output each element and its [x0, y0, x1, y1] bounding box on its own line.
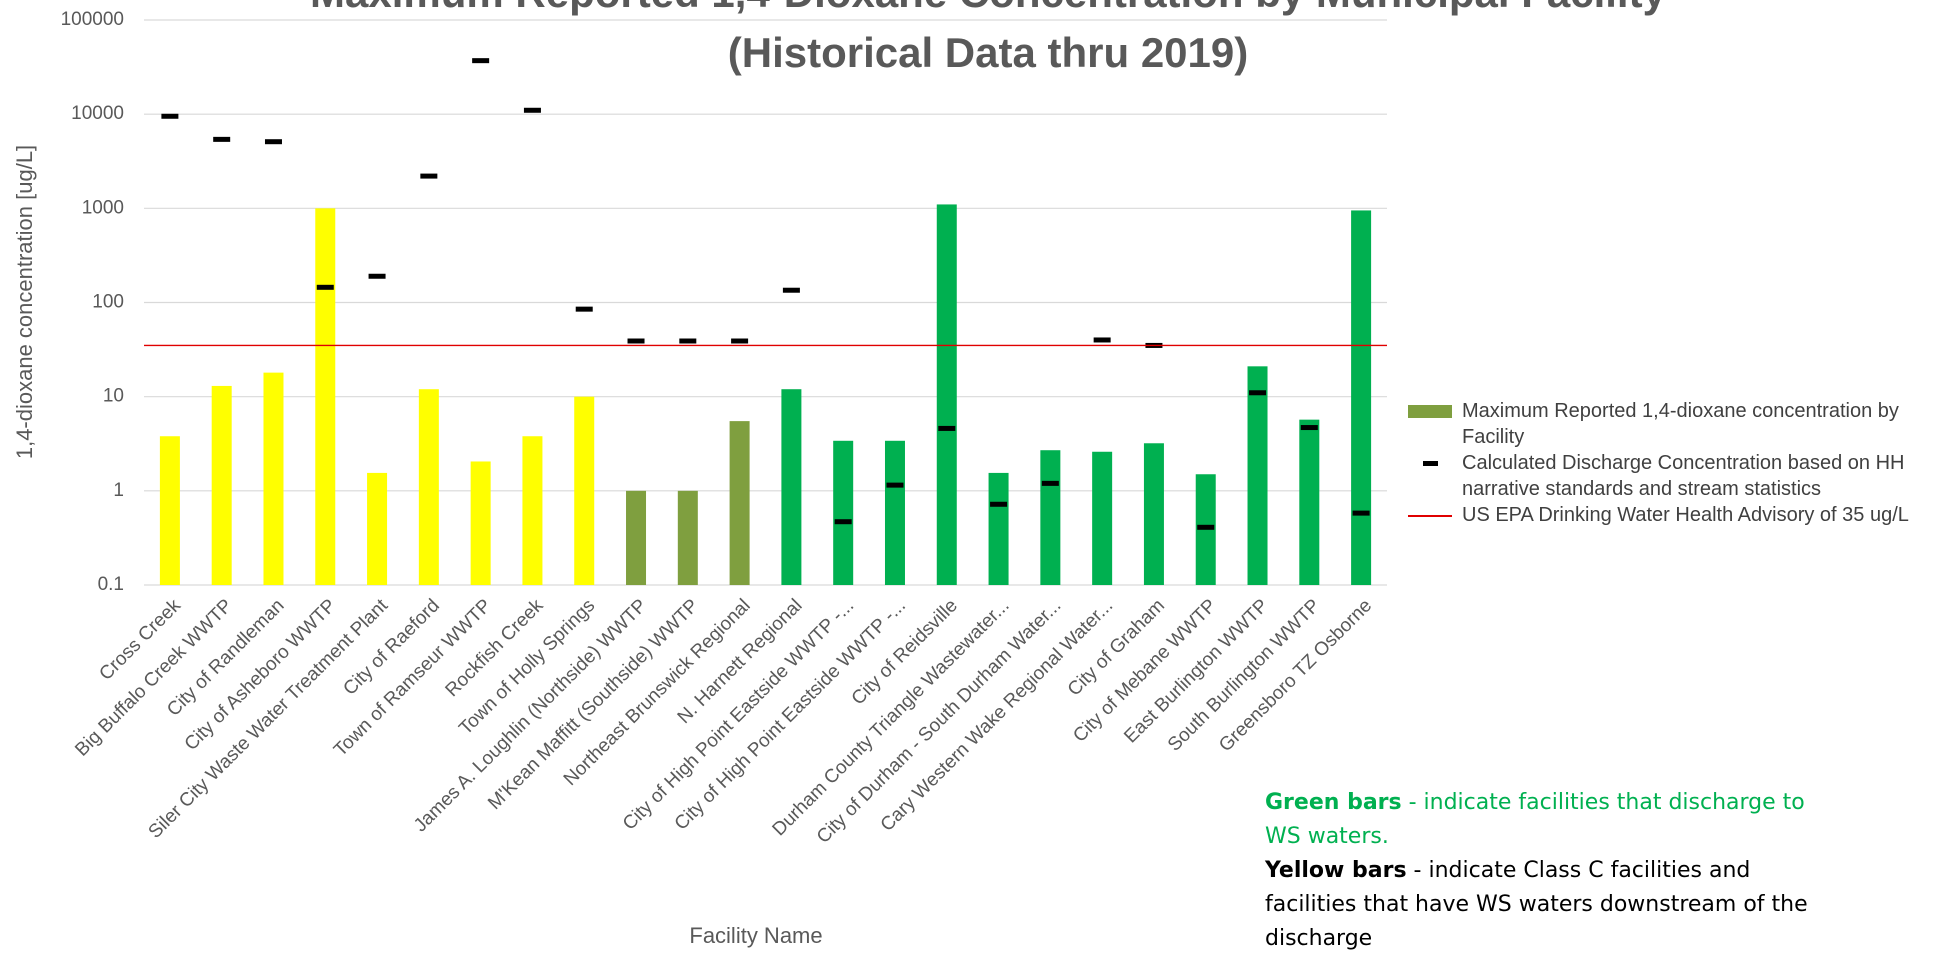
annotation: Green bars - indicate facilities that di… — [1265, 786, 1825, 854]
dash-marker — [1352, 510, 1370, 516]
dash-marker — [886, 482, 904, 488]
bar — [367, 472, 388, 585]
bar — [1040, 450, 1061, 585]
dash-marker — [523, 107, 541, 113]
dash-marker — [1093, 337, 1111, 343]
dash-marker — [834, 519, 852, 525]
dash-marker — [161, 113, 179, 119]
bar — [1247, 366, 1268, 585]
dash-marker — [782, 287, 800, 293]
dash-marker — [420, 173, 438, 179]
legend-item: Maximum Reported 1,4-dioxane concentrati… — [1406, 398, 1956, 450]
legend-symbol — [1408, 405, 1452, 418]
y-tick-label: 1 — [113, 480, 124, 501]
legend-item: US EPA Drinking Water Health Advisory of… — [1406, 502, 1956, 528]
bar — [781, 389, 802, 585]
dash-marker — [316, 284, 334, 290]
bar — [833, 440, 854, 585]
dash-marker — [627, 338, 645, 344]
y-tick-label: 100000 — [61, 9, 124, 30]
annotation-text: - indicate facilities that discharge to … — [1265, 790, 1805, 849]
dash-marker — [990, 501, 1008, 507]
chart-title: Maximum Reported 1,4-Dioxane Concentrati… — [310, 0, 1667, 16]
dash-marker — [472, 58, 490, 64]
y-tick-label: 0.1 — [98, 574, 124, 595]
bar — [470, 461, 491, 585]
dash-marker — [1249, 390, 1267, 396]
dash-marker — [938, 425, 956, 431]
legend: Maximum Reported 1,4-dioxane concentrati… — [1406, 398, 1956, 528]
bar — [988, 472, 1009, 585]
annotation-bold: Green bars — [1265, 790, 1402, 815]
legend-item: Calculated Discharge Concentration based… — [1406, 450, 1956, 502]
x-tick-label: Siler City Waste Water Treatment Plant — [145, 595, 393, 843]
dash-marker — [264, 139, 282, 145]
legend-symbol — [1423, 461, 1438, 466]
y-tick-label: 10000 — [71, 103, 124, 124]
bar — [211, 385, 232, 585]
legend-symbol — [1408, 515, 1452, 517]
bar — [159, 436, 180, 585]
annotation-bold: Yellow bars — [1265, 858, 1407, 883]
bar — [263, 372, 284, 585]
bar — [1351, 210, 1372, 585]
bar — [315, 208, 336, 586]
annotations: Green bars - indicate facilities that di… — [1265, 786, 1825, 956]
x-axis-title: Facility Name — [689, 923, 822, 948]
x-tick-label: Northeast Brunswick Regional — [560, 595, 755, 790]
dash-marker — [731, 338, 749, 344]
dash-marker — [1197, 524, 1215, 530]
bar — [418, 389, 439, 585]
bar — [522, 436, 543, 585]
chart-subtitle: (Historical Data thru 2019) — [728, 29, 1249, 76]
bar — [884, 440, 905, 585]
x-tick-label: City of Durham - South Durham Water... — [813, 595, 1066, 848]
dash-marker — [575, 306, 593, 312]
bar — [677, 490, 698, 585]
bar — [1092, 451, 1113, 585]
y-tick-label: 1000 — [82, 197, 124, 218]
legend-swatch — [1406, 398, 1456, 424]
legend-label: Calculated Discharge Concentration based… — [1462, 452, 1905, 500]
y-tick-label: 100 — [92, 292, 124, 313]
annotation: Yellow bars - indicate Class C facilitie… — [1265, 854, 1825, 956]
bar — [574, 396, 595, 585]
dash-marker — [679, 338, 697, 344]
legend-label: US EPA Drinking Water Health Advisory of… — [1462, 504, 1909, 526]
bar — [626, 490, 647, 585]
bar — [729, 421, 750, 585]
legend-label: Maximum Reported 1,4-dioxane concentrati… — [1462, 400, 1899, 448]
dash-marker — [1300, 425, 1318, 431]
dash-marker — [1041, 480, 1059, 486]
legend-swatch — [1406, 450, 1456, 476]
dash-marker — [368, 273, 386, 279]
dash-marker — [213, 136, 231, 142]
bar — [1143, 443, 1164, 585]
y-axis-title: 1,4-dioxane concentration [ug/L] — [12, 145, 37, 459]
legend-swatch — [1406, 502, 1456, 528]
y-tick-label: 10 — [103, 386, 124, 407]
bar — [936, 204, 957, 585]
annotation-text: - indicate Class C facilities and facili… — [1265, 858, 1808, 951]
bar — [1299, 419, 1320, 585]
